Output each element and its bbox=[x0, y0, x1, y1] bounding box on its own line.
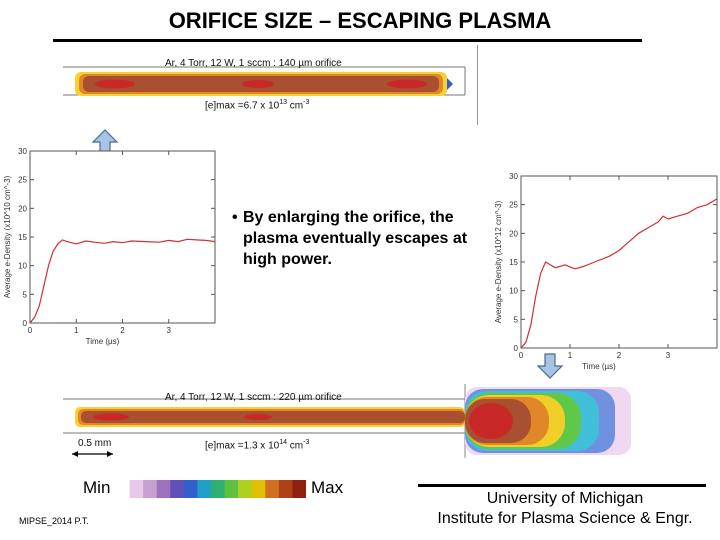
colorbar-segment bbox=[224, 480, 239, 498]
y-tick-label: 30 bbox=[18, 147, 27, 156]
y-tick-label: 10 bbox=[509, 287, 518, 296]
colorbar-segment bbox=[183, 480, 199, 498]
plasma-inner-zone bbox=[81, 411, 465, 423]
y-tick-label: 0 bbox=[23, 319, 28, 328]
colorbar-segment bbox=[197, 480, 212, 498]
x-axis-label: Time (µs) bbox=[582, 362, 616, 371]
y-tick-label: 20 bbox=[509, 229, 518, 238]
sim-plasma-top bbox=[63, 66, 466, 96]
y-tick-label: 30 bbox=[509, 172, 518, 181]
colorbar-segment bbox=[211, 480, 226, 498]
orifice-glow bbox=[447, 78, 453, 90]
emax-exp: 13 bbox=[279, 99, 288, 106]
institution: University of Michigan Institute for Pla… bbox=[420, 489, 710, 529]
chart-left: 0 5 10 15 20 25 30 0 1 2 3 Time (µs) Average e-Densi… bbox=[3, 147, 216, 346]
y-tick-label: 25 bbox=[18, 176, 27, 185]
x-tick-label: 3 bbox=[666, 351, 671, 360]
y-tick-label: 20 bbox=[18, 204, 27, 213]
sim-plasma-bottom bbox=[63, 384, 631, 458]
bullet-text: By enlarging the orifice, the plasma eve… bbox=[243, 209, 468, 268]
x-tick-label: 2 bbox=[617, 351, 622, 360]
plume-core bbox=[469, 403, 513, 439]
colorbar-segment bbox=[170, 480, 185, 498]
colorbar-segment bbox=[143, 480, 158, 498]
slide-title: ORIFICE SIZE – ESCAPING PLASMA bbox=[168, 8, 552, 33]
sim-top-label: Ar, 4 Torr, 12 W, 1 sccm : 140 µm orific… bbox=[165, 58, 342, 69]
scale-bar-arrow-right bbox=[107, 451, 113, 457]
colorbar-segment bbox=[278, 480, 294, 498]
chart-right: 0 5 10 15 20 25 30 0 1 2 3 Time (µs) Average e-Densi… bbox=[494, 172, 718, 371]
sim-top-emax: [e]max =6.7 x 1013 cm-3 bbox=[205, 99, 309, 111]
y-tick-label: 5 bbox=[23, 290, 28, 299]
x-tick-label: 0 bbox=[28, 326, 33, 335]
data-series-line bbox=[520, 198, 718, 349]
data-series-line bbox=[29, 238, 216, 324]
y-tick-label: 10 bbox=[18, 262, 27, 271]
colorbar-segment bbox=[238, 480, 253, 498]
colorbar-segment bbox=[116, 480, 131, 498]
colorbar bbox=[116, 480, 306, 498]
emax-prefix: [e]max =6.7 x 10 bbox=[205, 100, 280, 112]
y-tick-label: 25 bbox=[509, 201, 518, 210]
sim-bottom-label: Ar, 4 Torr, 12 W, 1 sccm : 220 µm orific… bbox=[165, 392, 342, 403]
arrow-down-icon bbox=[536, 353, 564, 379]
plasma-core-center bbox=[244, 414, 272, 420]
x-tick-label: 1 bbox=[568, 351, 573, 360]
institution-line-1: University of Michigan bbox=[486, 490, 644, 507]
x-tick-label: 2 bbox=[120, 326, 125, 335]
footer-id: MIPSE_2014 P.T. bbox=[19, 516, 89, 526]
x-tick-label: 0 bbox=[519, 351, 524, 360]
y-tick-label: 0 bbox=[514, 344, 519, 353]
plasma-core-left bbox=[93, 413, 129, 421]
colorbar-min-label: Min bbox=[83, 478, 111, 497]
colorbar-segment bbox=[156, 480, 171, 498]
plot-frame bbox=[29, 150, 216, 324]
emax-exp: 14 bbox=[279, 439, 288, 446]
y-axis-label: Average e-Density (x10^10 cm^-3) bbox=[3, 175, 12, 298]
bullet-symbol: • bbox=[232, 209, 238, 226]
bullet-point: • By enlarging the orifice, the plasma e… bbox=[232, 207, 492, 270]
emax-prefix: [e]max =1.3 x 10 bbox=[205, 440, 280, 452]
institution-rule bbox=[418, 484, 706, 487]
emax-unit-exp: -3 bbox=[303, 99, 310, 106]
institution-line-2: Institute for Plasma Science & Engr. bbox=[437, 510, 693, 527]
sim-panel-top: Ar, 4 Torr, 12 W, 1 sccm : 140 µm orific… bbox=[53, 45, 478, 125]
x-axis-label: Time (µs) bbox=[86, 337, 120, 346]
x-tick-label: 1 bbox=[74, 326, 79, 335]
colorbar-segment bbox=[265, 480, 280, 498]
sim-panel-bottom: Ar, 4 Torr, 12 W, 1 sccm : 220 µm orific… bbox=[53, 380, 703, 462]
y-tick-label: 15 bbox=[18, 233, 27, 242]
x-tick-label: 3 bbox=[167, 326, 172, 335]
plot-frame bbox=[520, 175, 718, 349]
scale-bar-arrow-left bbox=[72, 451, 78, 457]
y-axis-label: Average e-Density (x10^12 cm^-3) bbox=[494, 200, 503, 323]
sim-bottom-emax: [e]max =1.3 x 1014 cm-3 bbox=[205, 439, 309, 451]
plasma-core-center bbox=[242, 80, 274, 88]
emax-unit-exp: -3 bbox=[303, 439, 310, 446]
emax-unit: cm bbox=[287, 440, 304, 452]
plasma-core-left bbox=[95, 79, 135, 89]
plasma-core-right bbox=[387, 79, 427, 89]
colorbar-max-label: Max bbox=[311, 478, 344, 497]
colorbar-segment bbox=[251, 480, 266, 498]
colorbar-segment bbox=[292, 480, 306, 498]
scale-bar-label: 0.5 mm bbox=[78, 438, 112, 449]
y-tick-label: 15 bbox=[509, 258, 518, 267]
emax-unit: cm bbox=[287, 100, 304, 112]
colorbar-segment bbox=[129, 480, 144, 498]
y-tick-label: 5 bbox=[514, 315, 519, 324]
title-underline bbox=[53, 39, 642, 42]
